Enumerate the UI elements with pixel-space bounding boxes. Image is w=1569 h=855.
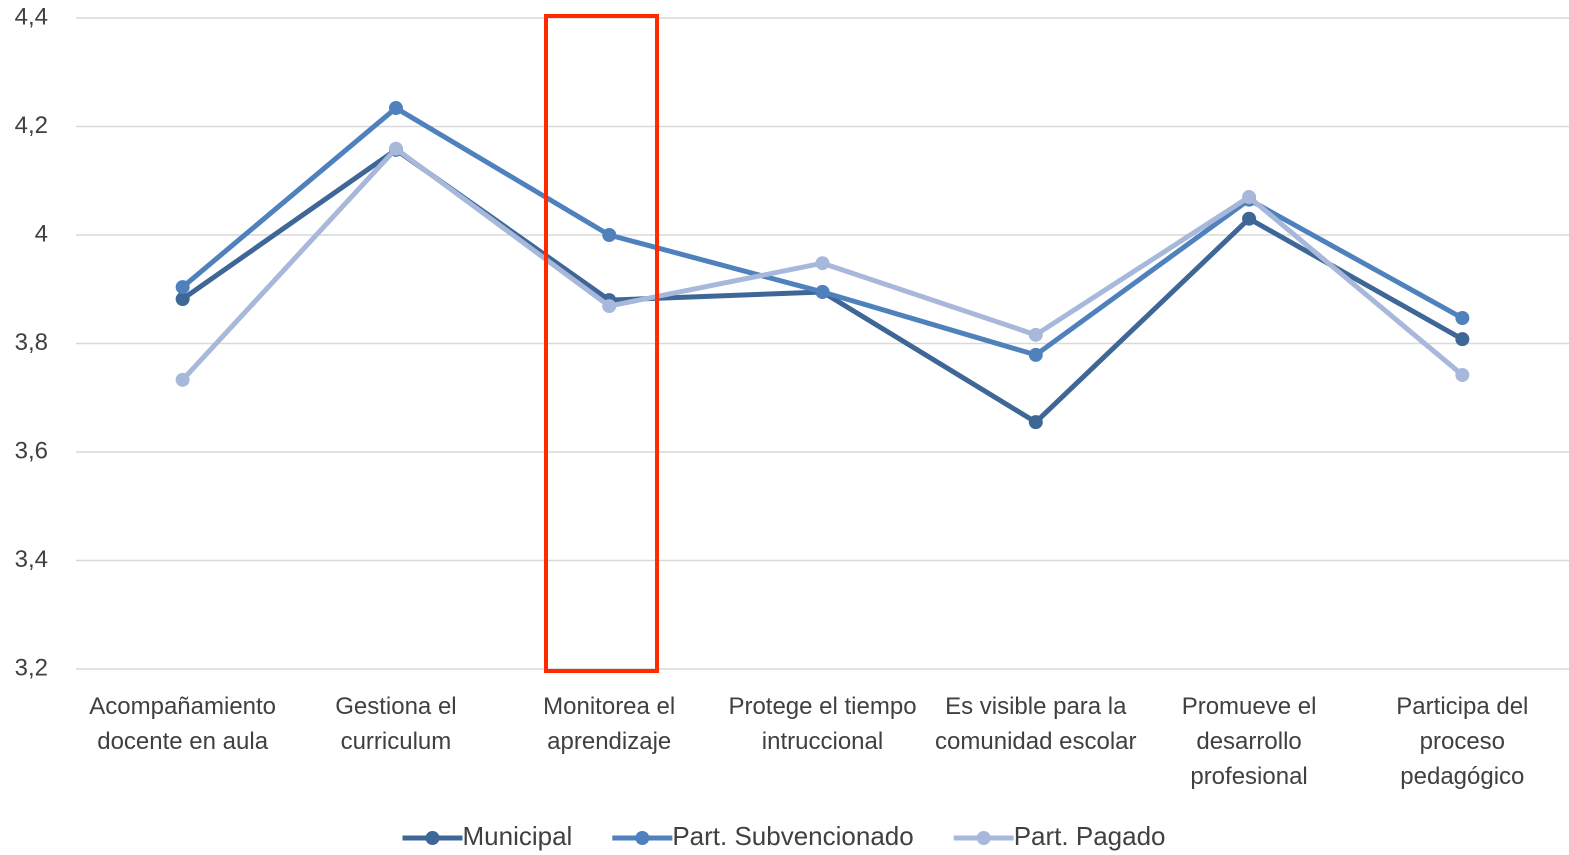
legend-label: Part. Pagado bbox=[1014, 821, 1166, 851]
y-tick-label: 3,6 bbox=[15, 437, 48, 464]
legend-label: Municipal bbox=[463, 821, 573, 851]
x-tick-label: Es visible para la comunidad escolar bbox=[935, 693, 1137, 755]
y-tick-label: 4 bbox=[35, 220, 48, 247]
legend-item: Part. Subvencionado bbox=[612, 821, 914, 851]
data-point bbox=[602, 228, 617, 242]
data-point bbox=[1455, 332, 1470, 347]
y-tick-label: 3,4 bbox=[15, 546, 48, 573]
data-point bbox=[1028, 415, 1043, 430]
data-point bbox=[175, 280, 190, 295]
y-tick-label: 4,4 bbox=[15, 3, 48, 30]
grid: 3,2 3,4 3,6 3,8 4 4,2 4,4 bbox=[15, 3, 1569, 681]
legend-item: Part. Pagado bbox=[953, 821, 1166, 851]
x-tick-label: Acompañamiento docente en aula bbox=[89, 693, 277, 755]
data-point bbox=[815, 284, 830, 299]
series-group bbox=[175, 101, 1470, 430]
data-point bbox=[175, 292, 190, 307]
highlight-box bbox=[544, 14, 659, 673]
x-tick-label: Participa del proceso pedagógico bbox=[1396, 693, 1529, 790]
legend-marker bbox=[635, 831, 650, 845]
x-tick-label: Monitorea el aprendizaje bbox=[543, 693, 676, 755]
data-point bbox=[1028, 327, 1043, 342]
legend-label: Part. Subvencionado bbox=[672, 821, 913, 851]
y-tick-label: 3,2 bbox=[15, 654, 48, 681]
legend-marker bbox=[425, 831, 440, 845]
data-point bbox=[815, 256, 830, 271]
y-tick-label: 3,8 bbox=[15, 329, 48, 356]
data-point bbox=[1028, 347, 1043, 362]
legend-marker bbox=[976, 831, 991, 845]
legend-item: Municipal bbox=[402, 821, 573, 851]
x-tick-label: Protege el tiempo intruccional bbox=[728, 693, 917, 755]
data-point bbox=[1455, 311, 1470, 326]
data-point bbox=[388, 101, 403, 116]
y-tick-label: 4,2 bbox=[15, 112, 48, 139]
data-point bbox=[1242, 211, 1257, 226]
legend: Municipal Part. Subvencionado Part. Pagado bbox=[402, 821, 1166, 851]
x-tick-label: Promueve el desarrollo profesional bbox=[1181, 693, 1317, 790]
data-point bbox=[388, 141, 403, 156]
data-point bbox=[1242, 190, 1257, 205]
x-tick-label: Gestiona el curriculum bbox=[335, 693, 457, 755]
data-point bbox=[602, 299, 617, 314]
data-point bbox=[1455, 367, 1470, 382]
data-point bbox=[175, 372, 190, 387]
